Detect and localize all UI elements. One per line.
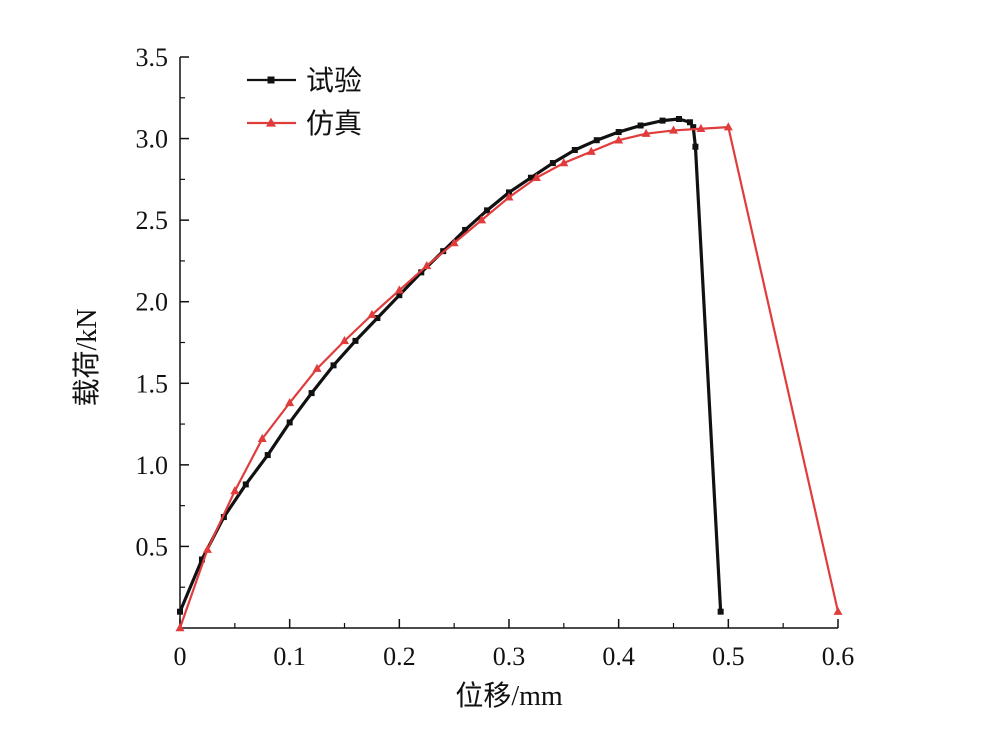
y-tick-label: 3.0 xyxy=(136,125,169,154)
data-point xyxy=(504,192,514,201)
data-point xyxy=(549,160,556,167)
data-point xyxy=(312,363,322,372)
series-simulation xyxy=(175,122,843,632)
data-point xyxy=(220,514,227,521)
y-tick-label: 0.5 xyxy=(136,532,169,561)
x-tick-label: 0.6 xyxy=(822,642,855,671)
series-line xyxy=(178,126,840,629)
data-point xyxy=(257,433,267,442)
data-point xyxy=(422,260,432,270)
data-point xyxy=(477,215,487,224)
tick-marks xyxy=(179,56,839,628)
data-point xyxy=(717,608,724,615)
data-point xyxy=(586,146,596,155)
data-point xyxy=(374,315,381,322)
data-point xyxy=(462,226,469,233)
y-tick-label: 1.5 xyxy=(136,369,169,398)
legend-item: 试验 xyxy=(247,65,362,97)
x-tick-label: 0.4 xyxy=(602,642,635,671)
data-point xyxy=(559,158,569,167)
data-point xyxy=(352,337,359,344)
data-point xyxy=(675,115,682,122)
data-point xyxy=(308,390,315,397)
data-point xyxy=(506,189,512,196)
x-tick-label: 0.1 xyxy=(273,642,306,671)
axes xyxy=(179,57,838,629)
series-test xyxy=(177,115,724,615)
data-point xyxy=(637,122,644,129)
y-axis-label: 载荷/kN xyxy=(71,308,103,406)
legend-label: 试验 xyxy=(306,65,362,97)
data-point xyxy=(175,623,185,632)
data-point xyxy=(696,123,706,133)
y-tick-label: 2.5 xyxy=(136,206,169,235)
y-tick-label: 1.0 xyxy=(136,451,169,480)
data-point xyxy=(531,172,541,181)
data-point xyxy=(198,556,205,563)
legend-swatch-marker xyxy=(266,117,276,127)
series-layer xyxy=(175,115,843,632)
data-point xyxy=(833,606,843,615)
data-point xyxy=(340,336,349,345)
data-point xyxy=(484,207,491,214)
data-point xyxy=(669,125,678,134)
data-point xyxy=(449,238,459,247)
data-point xyxy=(394,285,404,294)
y-tick-label: 2.0 xyxy=(136,288,169,317)
data-point xyxy=(593,137,600,144)
legend-item: 仿真 xyxy=(247,108,362,140)
data-point xyxy=(723,122,733,131)
data-point xyxy=(571,146,578,153)
x-tick-label: 0.5 xyxy=(712,642,745,671)
data-point xyxy=(367,309,377,319)
data-point xyxy=(614,135,624,144)
data-point xyxy=(264,452,271,459)
data-point xyxy=(659,117,666,124)
data-point xyxy=(177,608,183,615)
data-point xyxy=(330,362,337,369)
data-point xyxy=(692,143,699,150)
legend-label: 仿真 xyxy=(306,108,362,140)
data-point xyxy=(285,398,295,407)
data-point xyxy=(396,292,403,299)
x-tick-label: 0.2 xyxy=(383,642,416,671)
x-tick-label: 0.3 xyxy=(493,642,526,671)
data-point xyxy=(615,129,622,136)
data-point xyxy=(686,119,693,126)
tick-labels: 0 0.1 0.2 0.3 0.4 0.5 0.6 0.5 1.0 1.5 2.0 2.5 3.0 3.5 xyxy=(136,43,855,671)
data-point xyxy=(242,481,249,488)
data-point xyxy=(418,269,425,276)
data-point xyxy=(230,486,240,495)
data-point xyxy=(286,419,293,426)
x-axis-label: 位移/mm xyxy=(455,680,563,712)
data-point xyxy=(641,128,651,137)
data-point xyxy=(690,124,697,131)
y-tick-label: 3.5 xyxy=(136,43,169,72)
series-line xyxy=(178,117,723,613)
data-point xyxy=(527,174,534,181)
x-tick-label: 0 xyxy=(174,642,187,671)
data-point xyxy=(202,544,212,553)
legend-swatch-marker xyxy=(267,76,275,84)
